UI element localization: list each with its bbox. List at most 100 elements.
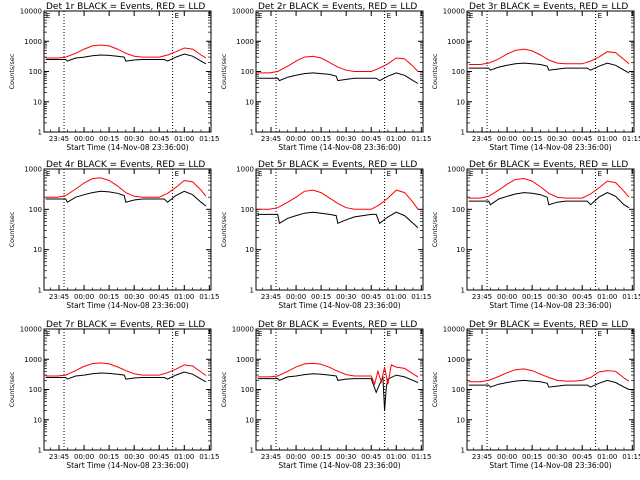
ytick-label: 1000 bbox=[236, 166, 254, 174]
xtick-label: 01:15 bbox=[199, 293, 219, 301]
plot-frame bbox=[466, 10, 635, 133]
ytick-label: 100 bbox=[29, 68, 42, 76]
series-lld-line bbox=[45, 44, 207, 59]
xtick-label: 23:45 bbox=[472, 453, 492, 461]
ytick-label: 1 bbox=[250, 287, 254, 295]
xtick-label: 01:00 bbox=[386, 135, 406, 143]
xtick-label: 01:15 bbox=[411, 293, 431, 301]
series-events-line bbox=[468, 192, 630, 209]
ytick-label: 100 bbox=[29, 386, 42, 394]
xtick-label: 00:45 bbox=[361, 293, 381, 301]
xtick-label: 00:30 bbox=[547, 293, 567, 301]
xtick-label: 00:00 bbox=[74, 453, 94, 461]
plot-frame bbox=[466, 168, 635, 291]
ytick-label: 1 bbox=[461, 129, 465, 137]
xtick-label: 23:45 bbox=[472, 135, 492, 143]
xtick-label: 00:15 bbox=[522, 135, 542, 143]
xtick-label: 00:45 bbox=[149, 453, 169, 461]
xtick-label: 01:15 bbox=[199, 135, 219, 143]
x-axis-label: Start Time (14-Nov-08 23:36:00) bbox=[66, 461, 188, 470]
ytick-label: 10 bbox=[33, 98, 42, 106]
series-lld-line bbox=[468, 368, 630, 383]
corner-label: E bbox=[469, 12, 473, 20]
panel-title: Det 7r BLACK = Events, RED = LLD bbox=[46, 320, 205, 330]
xtick-label: 01:15 bbox=[199, 453, 219, 461]
panel-title: Det 9r BLACK = Events, RED = LLD bbox=[469, 320, 628, 330]
xtick-label: 01:00 bbox=[174, 135, 194, 143]
series-events-line bbox=[257, 211, 419, 229]
x-axis-label: Start Time (14-Nov-08 23:36:00) bbox=[278, 461, 400, 470]
ytick-label: 1000 bbox=[447, 166, 465, 174]
ytick-label: 100 bbox=[241, 68, 254, 76]
corner-label: E bbox=[258, 330, 262, 338]
ytick-label: 1000 bbox=[447, 356, 465, 364]
xtick-label: 01:15 bbox=[411, 135, 431, 143]
y-axis-label: Counts/sec bbox=[8, 211, 16, 247]
panel-title: Det 3r BLACK = Events, RED = LLD bbox=[469, 2, 628, 12]
xtick-label: 23:45 bbox=[261, 453, 281, 461]
xtick-label: 00:15 bbox=[99, 135, 119, 143]
xtick-label: 00:45 bbox=[572, 135, 592, 143]
xtick-label: 00:45 bbox=[149, 135, 169, 143]
series-lld-line bbox=[257, 55, 419, 74]
plot-frame bbox=[255, 10, 424, 133]
xtick-label: 00:15 bbox=[99, 453, 119, 461]
y-axis-label: Counts/sec bbox=[220, 211, 228, 247]
series-lld-line bbox=[257, 189, 419, 210]
panel-3: Det 3r BLACK = Events, RED = LLD10000100… bbox=[431, 2, 640, 152]
xtick-label: 00:15 bbox=[99, 293, 119, 301]
ytick-label: 10 bbox=[456, 98, 465, 106]
panel-title: Det 2r BLACK = Events, RED = LLD bbox=[258, 2, 417, 12]
ytick-label: 1 bbox=[38, 287, 42, 295]
xtick-label: 00:45 bbox=[361, 453, 381, 461]
x-axis-label: Start Time (14-Nov-08 23:36:00) bbox=[66, 143, 188, 152]
ytick-label: 10 bbox=[245, 98, 254, 106]
ytick-label: 10 bbox=[456, 246, 465, 254]
ytick-label: 100 bbox=[241, 386, 254, 394]
xtick-label: 23:45 bbox=[49, 293, 69, 301]
xtick-label: 00:00 bbox=[286, 453, 306, 461]
panel-5: Det 5r BLACK = Events, RED = LLD10001001… bbox=[220, 160, 431, 310]
ytick-label: 10000 bbox=[443, 8, 465, 16]
ytick-label: 10 bbox=[33, 246, 42, 254]
corner-label: E bbox=[175, 170, 179, 178]
corner-label: E bbox=[46, 170, 50, 178]
panel-title: Det 6r BLACK = Events, RED = LLD bbox=[469, 160, 628, 170]
panel-2: Det 2r BLACK = Events, RED = LLD10000100… bbox=[220, 2, 431, 152]
corner-label: E bbox=[387, 12, 391, 20]
corner-label: E bbox=[469, 330, 473, 338]
panel-6: Det 6r BLACK = Events, RED = LLD 1000 10 01… bbox=[431, 160, 640, 310]
ytick-label: 1 bbox=[250, 447, 254, 455]
ytick-label: 1 bbox=[38, 129, 42, 137]
y-axis-label: Counts/sec bbox=[220, 371, 228, 407]
xtick-label: 23:45 bbox=[261, 293, 281, 301]
xtick-label: 01:15 bbox=[622, 293, 640, 301]
xtick-label: 00:15 bbox=[311, 293, 331, 301]
xtick-label: 01:00 bbox=[597, 453, 617, 461]
xtick-label: 00:30 bbox=[547, 135, 567, 143]
series-events-line bbox=[45, 371, 207, 383]
panel-title: Det 1r BLACK = Events, RED = LLD bbox=[46, 2, 205, 12]
ytick-label: 10000 bbox=[20, 326, 42, 334]
series-lld-line bbox=[468, 177, 630, 199]
ytick-label: 1 bbox=[38, 447, 42, 455]
xtick-label: 23:45 bbox=[261, 135, 281, 143]
xtick-label: 23:45 bbox=[49, 453, 69, 461]
ytick-label: 10 bbox=[245, 246, 254, 254]
y-axis-label: Counts/sec bbox=[220, 53, 228, 89]
series-events-line bbox=[45, 53, 207, 65]
corner-label: E bbox=[46, 12, 50, 20]
corner-label: E bbox=[598, 12, 602, 20]
ytick-label: 100 bbox=[452, 386, 465, 394]
series-events-line bbox=[468, 379, 630, 390]
ytick-label: 10000 bbox=[443, 326, 465, 334]
xtick-label: 00:45 bbox=[361, 135, 381, 143]
x-axis-label: Start Time (14-Nov-08 23:36:00) bbox=[278, 143, 400, 152]
y-axis-label: Counts/sec bbox=[8, 53, 16, 89]
corner-label: E bbox=[258, 170, 262, 178]
panel-title: Det 8r BLACK = Events, RED = LLD bbox=[258, 320, 417, 330]
corner-label: E bbox=[598, 330, 602, 338]
xtick-label: 00:00 bbox=[286, 293, 306, 301]
ytick-label: 1000 bbox=[447, 38, 465, 46]
corner-label: E bbox=[387, 330, 391, 338]
